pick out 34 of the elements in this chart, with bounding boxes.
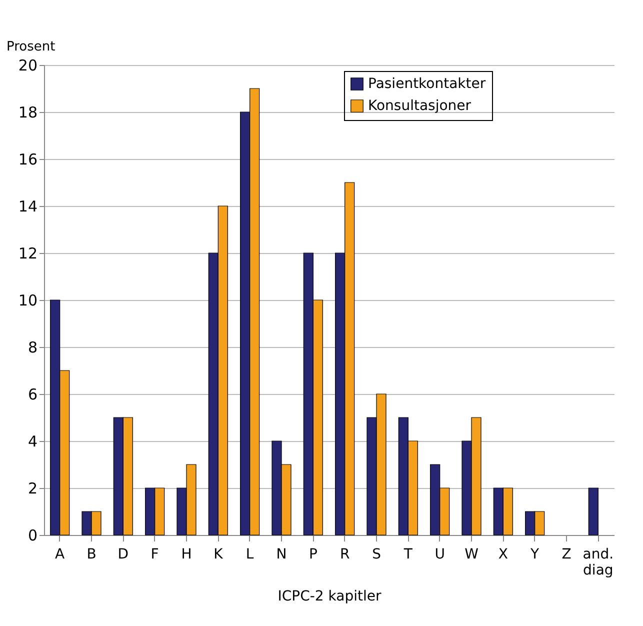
- y-tick-label: 14: [18, 198, 38, 216]
- y-axis-title: Prosent: [6, 40, 56, 54]
- x-tick-label: W: [464, 546, 479, 562]
- x-tick-label: R: [340, 546, 350, 562]
- x-tick-label: D: [118, 546, 129, 562]
- x-axis-title: ICPC-2 kapitler: [278, 588, 382, 604]
- x-tick-label: and. diag: [582, 546, 614, 578]
- y-tick-label: 0: [28, 526, 38, 544]
- y-tick-label: 4: [28, 432, 38, 450]
- y-tick-label: 16: [18, 150, 38, 168]
- x-tick-label: A: [55, 546, 66, 562]
- x-tick-label: L: [246, 546, 254, 562]
- x-tick-label: X: [498, 546, 508, 562]
- x-tick-label: Y: [530, 546, 540, 562]
- bar: [588, 488, 598, 536]
- y-tick-label: 18: [18, 104, 38, 122]
- legend-label: Pasientkontakter: [368, 76, 486, 92]
- x-tick-label: P: [308, 546, 318, 562]
- y-tick-label: 20: [18, 56, 38, 74]
- x-tick-label: S: [372, 546, 382, 562]
- legend-label: Konsultasjoner: [368, 98, 472, 114]
- x-tick-label: F: [150, 546, 159, 562]
- x-tick-label: K: [214, 546, 224, 562]
- x-tick-label: N: [276, 546, 287, 562]
- y-tick-label: 8: [28, 338, 38, 356]
- x-tick-label: Z: [562, 546, 572, 562]
- x-tick-label: H: [181, 546, 192, 562]
- x-tick-label: B: [86, 546, 96, 562]
- y-tick-label: 12: [18, 244, 38, 262]
- x-tick-label: T: [402, 546, 413, 562]
- y-tick-label: 10: [18, 292, 38, 310]
- y-tick-label: 6: [28, 386, 38, 404]
- x-tick-label: U: [434, 546, 445, 562]
- y-tick-label: 2: [28, 480, 38, 498]
